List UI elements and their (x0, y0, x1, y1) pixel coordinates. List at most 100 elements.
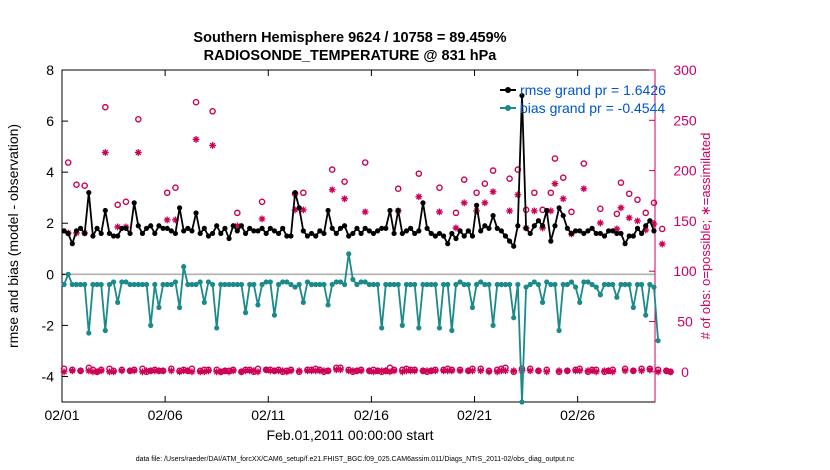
assimilated-obs-point (662, 367, 670, 375)
bias-series-point (655, 338, 661, 344)
rmse-series-point (581, 230, 587, 237)
rmse-series-point (82, 230, 88, 237)
bias-series-point (643, 312, 649, 318)
assimilated-obs-point (382, 367, 390, 375)
assimilated-obs-point (390, 367, 398, 375)
rmse-series-point (263, 230, 269, 237)
assimilated-obs-point (180, 367, 188, 375)
rmse-series-point (618, 230, 624, 237)
bias-series-point (478, 279, 484, 285)
assimilated-obs-point (370, 368, 377, 376)
rmse-series-point (589, 225, 595, 231)
bias-series-point (61, 281, 67, 288)
assimilated-obs-point (654, 368, 662, 376)
bias-series-point (577, 299, 583, 305)
bias-series-point (453, 281, 459, 288)
assimilated-obs-point (469, 367, 476, 375)
rmse-series-point (486, 225, 492, 231)
bias-series-point (341, 281, 348, 288)
bias-series-point (585, 279, 591, 285)
rmse-series-point (527, 230, 533, 237)
bias-series-point (65, 271, 71, 277)
x-tick-label: 02/06 (148, 407, 183, 423)
assimilated-obs-point (139, 368, 146, 376)
assimilated-obs-point (159, 367, 167, 375)
rmse-series-point (308, 230, 315, 237)
rmse-series-point (482, 223, 488, 229)
rmse-series-point (317, 228, 323, 234)
rmse-series-point (73, 228, 80, 234)
bias-series-point (288, 281, 294, 288)
rmse-series-point (160, 225, 166, 231)
rmse-series-point (453, 235, 459, 242)
rmse-series-point (358, 230, 364, 237)
rmse-series-point (115, 233, 121, 239)
assimilated-obs-point (526, 367, 534, 375)
bias-series-point (362, 279, 368, 285)
bias-series-point (197, 279, 203, 285)
assimilated-obs-point (101, 149, 109, 156)
rmse-series-point (185, 225, 191, 231)
bias-series-point (115, 299, 121, 305)
bias-series-point (539, 299, 546, 305)
bias-series-point (123, 279, 129, 285)
rmse-series-point (535, 218, 542, 224)
bias-series-point (350, 276, 356, 283)
assimilated-obs-point (299, 206, 307, 214)
rmse-series-point (242, 230, 249, 237)
assimilated-obs-point (658, 240, 666, 248)
assimilated-obs-point (506, 207, 513, 215)
rmse-series-point (465, 228, 471, 234)
y-axis-right-label: # of obs: o=possible; ∗=assimilated (698, 133, 713, 340)
possible-obs-point (415, 170, 423, 177)
assimilated-obs-point (361, 208, 369, 216)
data-file-footnote: data file: /Users/raeder/DAI/ATM_forcXX/… (136, 456, 575, 463)
y-tick-label: 0 (46, 266, 54, 282)
bias-series-point (416, 325, 422, 331)
bias-series-point (420, 281, 426, 288)
legend-bias-label: bias grand pr = -0.4544 (520, 100, 665, 116)
possible-obs-point (300, 189, 307, 197)
assimilated-obs-point (667, 368, 674, 376)
bias-series-point (73, 281, 80, 288)
bias-series-point (494, 281, 500, 288)
possible-obs-point (568, 208, 575, 216)
bias-series-point (564, 281, 570, 288)
rmse-series-point (164, 225, 170, 231)
rmse-series-point (148, 223, 154, 229)
plot-area: 02/01 02/06 02/11 02/16 02/21 02/26 -4 -2 0 2 4 6 8 0… (42, 62, 697, 423)
possible-obs-point (361, 159, 369, 166)
bias-series-point (498, 281, 504, 288)
bias-series-point (263, 279, 269, 285)
y-tick-label: -4 (42, 368, 55, 384)
rmse-series-point (544, 207, 550, 214)
assimilated-obs-point (638, 367, 645, 375)
assimilated-obs-point (176, 368, 183, 376)
bias-series-point (597, 292, 603, 298)
rmse-series-point (457, 228, 463, 234)
assimilated-obs-point (60, 368, 68, 376)
rmse-series-point (614, 230, 620, 237)
rmse-series-point (226, 235, 232, 242)
bias-series-point (630, 304, 636, 311)
bias-series-point (469, 304, 476, 311)
assimilated-obs-point (629, 367, 637, 375)
bias-series-point (387, 281, 393, 288)
rmse-series-point (407, 225, 414, 231)
possible-obs-point (192, 98, 200, 106)
possible-obs-point (489, 167, 497, 174)
rmse-series-point (539, 223, 546, 229)
assimilated-obs-point (337, 366, 344, 374)
bias-series-point (296, 281, 302, 288)
assimilated-obs-point (308, 367, 315, 375)
rmse-series-point (519, 92, 525, 99)
possible-obs-point (559, 174, 567, 181)
bias-series-point (515, 281, 521, 288)
rmse-series-point (399, 230, 405, 237)
rmse-series-point (341, 223, 348, 229)
assimilated-obs-point (118, 367, 126, 375)
assimilated-obs-point (650, 220, 658, 228)
bias-series-point (308, 281, 315, 288)
assimilated-obs-point (547, 207, 555, 215)
